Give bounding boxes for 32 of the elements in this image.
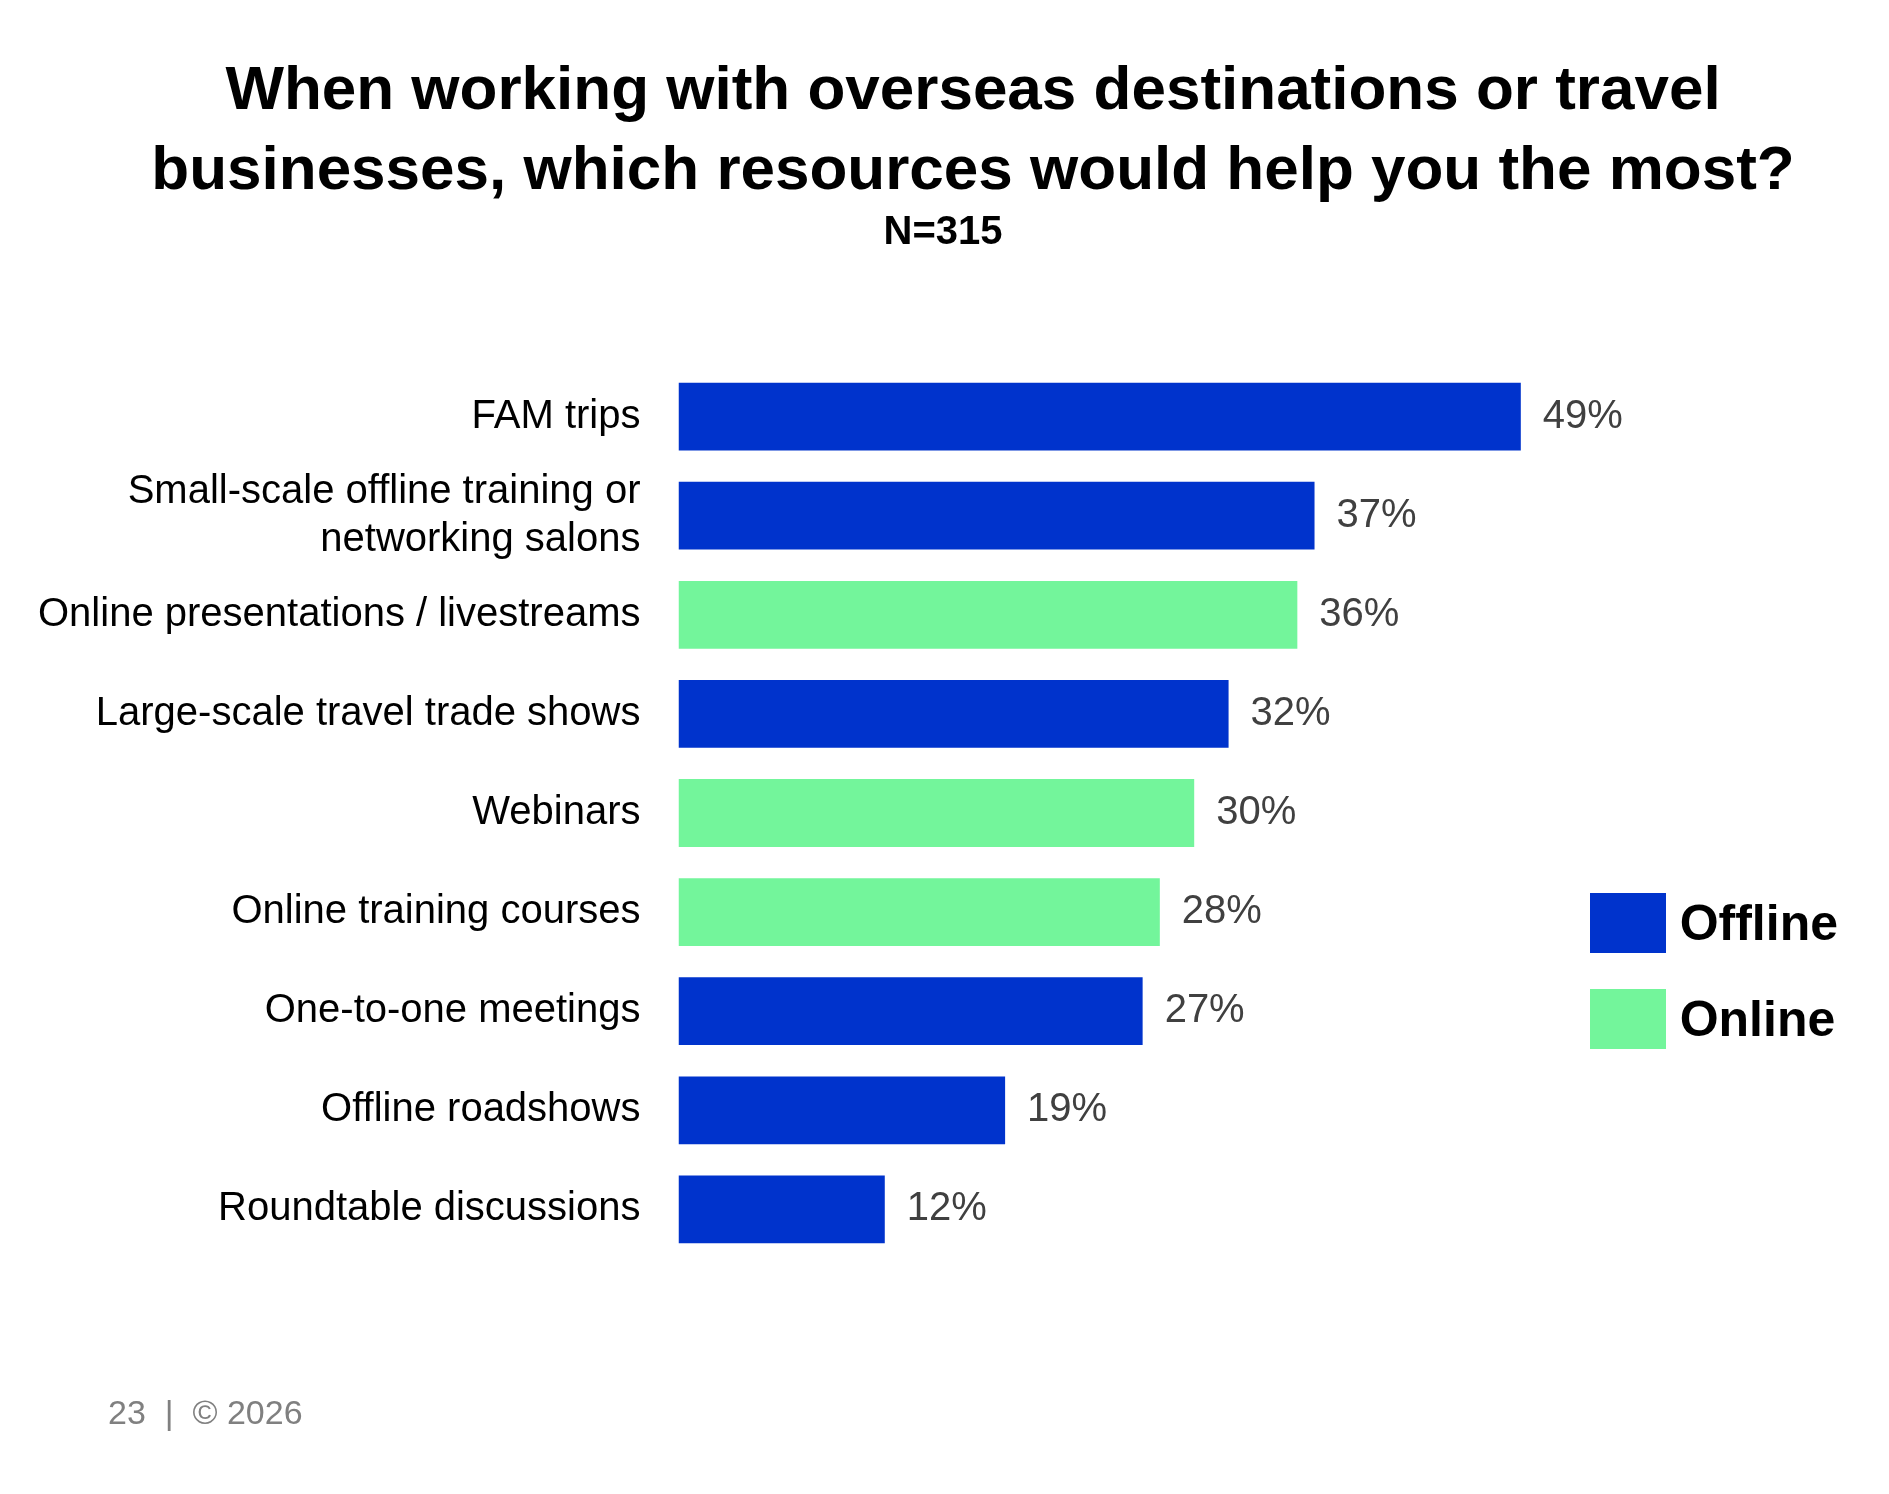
chart-title: When working with overseas destinations or travel businesses, which resources would help you the most? [150, 52, 1796, 204]
bar [678, 679, 1229, 748]
data-label: 36% [1319, 589, 1400, 634]
text: 23 | © 2026 [108, 1393, 304, 1432]
data-label: 32% [1250, 688, 1331, 733]
y-tick-label: Small-scale offline training or networking salons [127, 466, 641, 559]
bar [678, 977, 1143, 1046]
bar [678, 878, 1160, 947]
y-tick-label: Webinars [472, 788, 641, 833]
data-label: 12% [906, 1184, 987, 1229]
y-tick-label: Large-scale travel trade shows [95, 688, 641, 733]
data-label: 27% [1164, 986, 1245, 1031]
y-tick-label: One-to-one meetings [264, 986, 641, 1031]
bar [678, 580, 1298, 649]
data-label: 19% [1027, 1085, 1108, 1130]
chart-subtitle: N=315 [882, 208, 1004, 253]
y-tick-label: Online training courses [231, 887, 641, 932]
y-tick-label: Roundtable discussions [218, 1184, 641, 1229]
legend-label: Online [1679, 990, 1836, 1048]
data-label: 30% [1216, 788, 1297, 833]
data-label: 49% [1542, 391, 1623, 436]
bar [678, 779, 1195, 847]
legend-label: Offline [1679, 894, 1838, 952]
y-tick-label: Online presentations / livestreams [38, 589, 641, 634]
bar [678, 1175, 885, 1244]
y-tick-label: FAM trips [471, 391, 641, 436]
bar [678, 382, 1521, 451]
data-label: 28% [1181, 887, 1262, 932]
bar [678, 481, 1315, 550]
data-label: 37% [1336, 490, 1417, 535]
bar [678, 1076, 1006, 1145]
y-tick-label: Offline roadshows [321, 1085, 641, 1130]
